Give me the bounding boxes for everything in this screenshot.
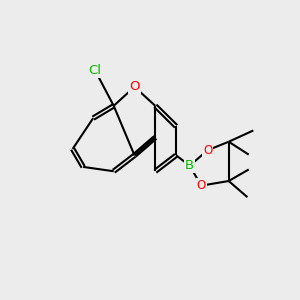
Text: B: B (185, 159, 194, 172)
Text: O: O (129, 80, 140, 93)
Text: O: O (203, 144, 212, 157)
Text: Cl: Cl (89, 64, 102, 77)
Text: O: O (196, 179, 206, 192)
